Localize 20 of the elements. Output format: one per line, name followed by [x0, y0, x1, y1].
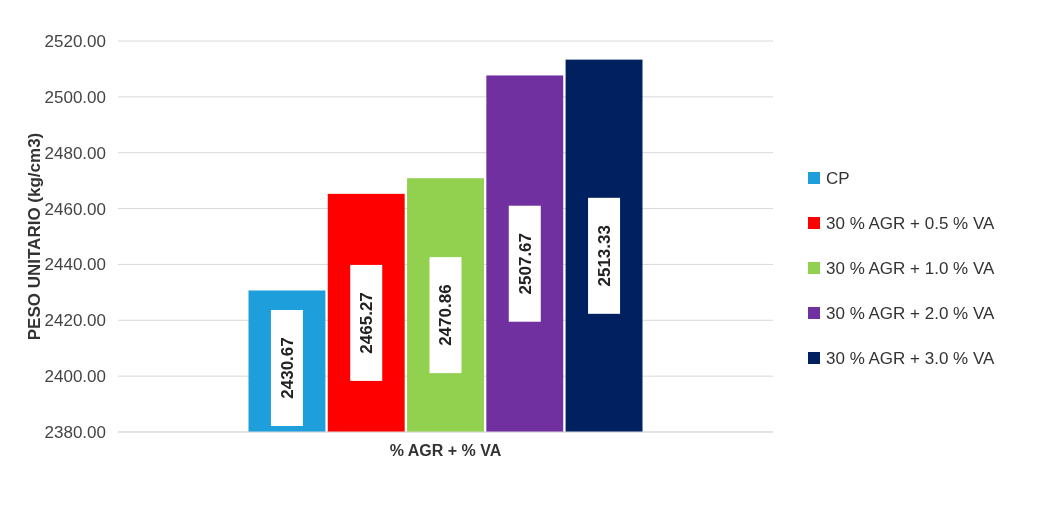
- data-label: 2470.86: [436, 284, 456, 346]
- y-tick-label: 2460.00: [44, 199, 106, 219]
- data-label: 2513.33: [595, 225, 614, 287]
- y-tick-label: 2400.00: [44, 367, 106, 387]
- legend-label: 30 % AGR + 1.0 % VA: [826, 258, 996, 278]
- x-axis-title: % AGR + % VA: [389, 442, 502, 459]
- data-label: 2507.67: [515, 232, 535, 295]
- y-tick-label: 2440.00: [44, 255, 106, 275]
- legend-label: 30 % AGR + 3.0 % VA: [826, 348, 996, 368]
- legend-label: 30 % AGR + 0.5 % VA: [826, 213, 996, 233]
- y-axis-title: PESO UNITARIO (kg/cm3): [25, 132, 44, 341]
- y-tick-label: 2500.00: [44, 87, 106, 107]
- legend-label: 30 % AGR + 2.0 % VA: [826, 303, 996, 323]
- data-label: 2465.27: [357, 292, 377, 354]
- y-tick-label: 2380.00: [44, 422, 106, 442]
- y-tick-label: 2420.00: [44, 311, 106, 331]
- y-tick-label: 2520.00: [44, 31, 106, 51]
- data-label: 2430.67: [277, 337, 297, 399]
- y-tick-label: 2480.00: [44, 143, 106, 163]
- legend-label: CP: [826, 168, 850, 188]
